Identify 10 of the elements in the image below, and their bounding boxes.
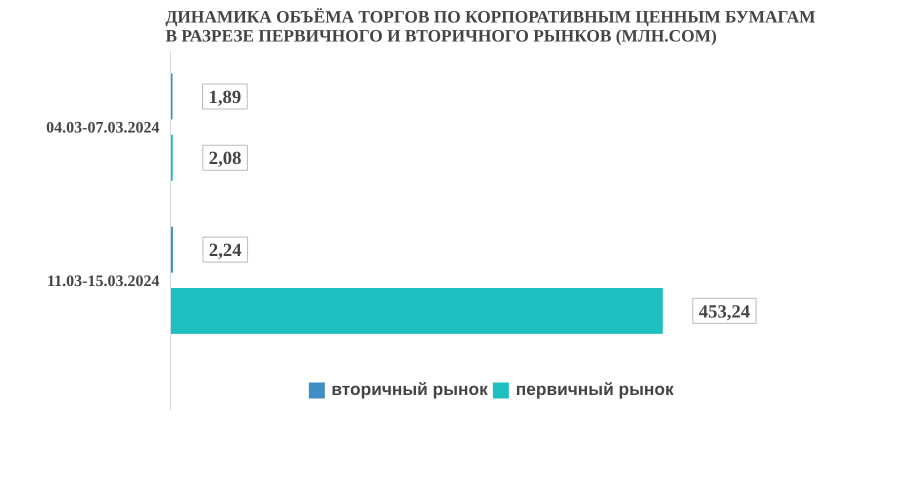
data-label: 2,08 xyxy=(208,148,242,170)
data-label: 453,24 xyxy=(698,301,750,322)
data-label: 1,89 xyxy=(208,86,242,108)
bar xyxy=(170,288,663,334)
y-tick-label: 11.03-15.03.2024 xyxy=(47,272,160,290)
legend-label: вторичный рынок xyxy=(331,379,488,400)
legend-label: первичный рынок xyxy=(516,379,674,400)
chart-title: ДИНАМИКА ОБЪЁМА ТОРГОВ ПО КОРПОРАТИВНЫМ ЦЕННЫМ БУМАГАМ В РАЗРЕЗЕ ПЕРВИЧНОГО И ВТОРИЧНОГО РЫНКОВ (МЛН.СОМ) xyxy=(166,8,816,46)
data-label: 2,24 xyxy=(208,240,242,262)
y-tick-label: 04.03-07.03.2024 xyxy=(46,120,160,137)
